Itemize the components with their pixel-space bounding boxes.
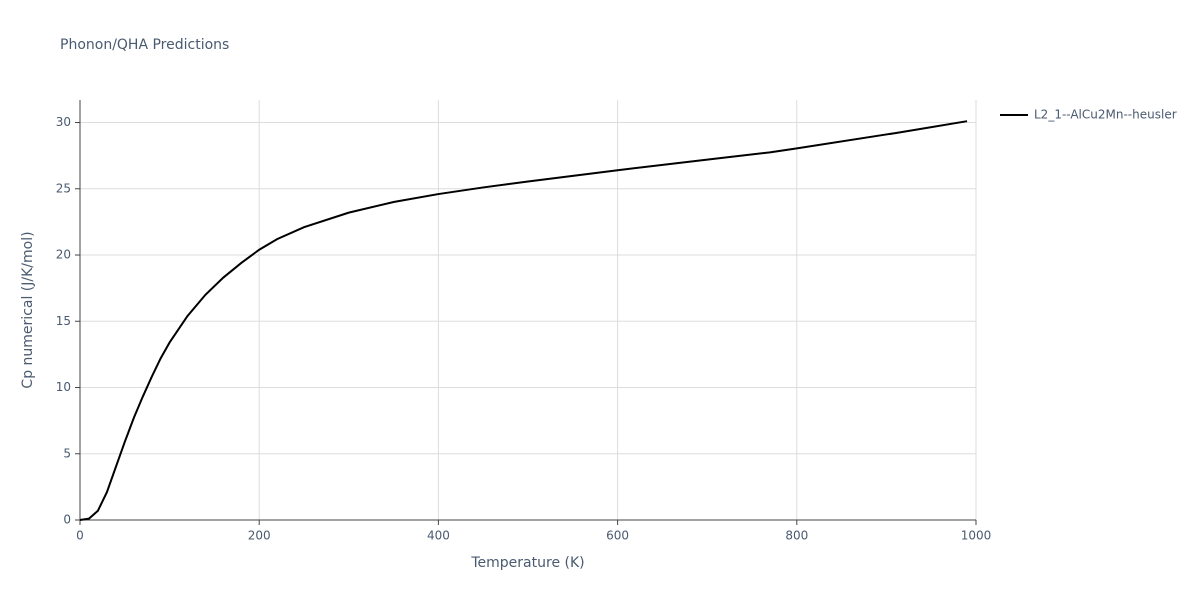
y-tick-label: 0 — [63, 513, 71, 527]
x-tick-label: 200 — [248, 529, 271, 543]
legend-label: L2_1--AlCu2Mn--heusler — [1034, 108, 1177, 122]
y-tick-label: 20 — [56, 248, 71, 262]
y-tick-label: 25 — [56, 181, 71, 195]
chart-title: Phonon/QHA Predictions — [60, 37, 229, 53]
y-tick-label: 5 — [63, 446, 71, 460]
x-axis-title: Temperature (K) — [470, 555, 584, 571]
y-axis-title: Cp numerical (J/K/mol) — [20, 231, 36, 388]
data-line — [79, 120, 968, 521]
y-tick-label: 10 — [56, 380, 71, 394]
y-tick-label: 15 — [56, 314, 71, 328]
y-tick-label: 30 — [56, 115, 71, 129]
x-tick-label: 800 — [785, 529, 808, 543]
x-tick-label: 400 — [427, 529, 450, 543]
x-tick-label: 600 — [606, 529, 629, 543]
x-tick-label: 0 — [76, 529, 84, 543]
x-tick-label: 1000 — [961, 529, 992, 543]
